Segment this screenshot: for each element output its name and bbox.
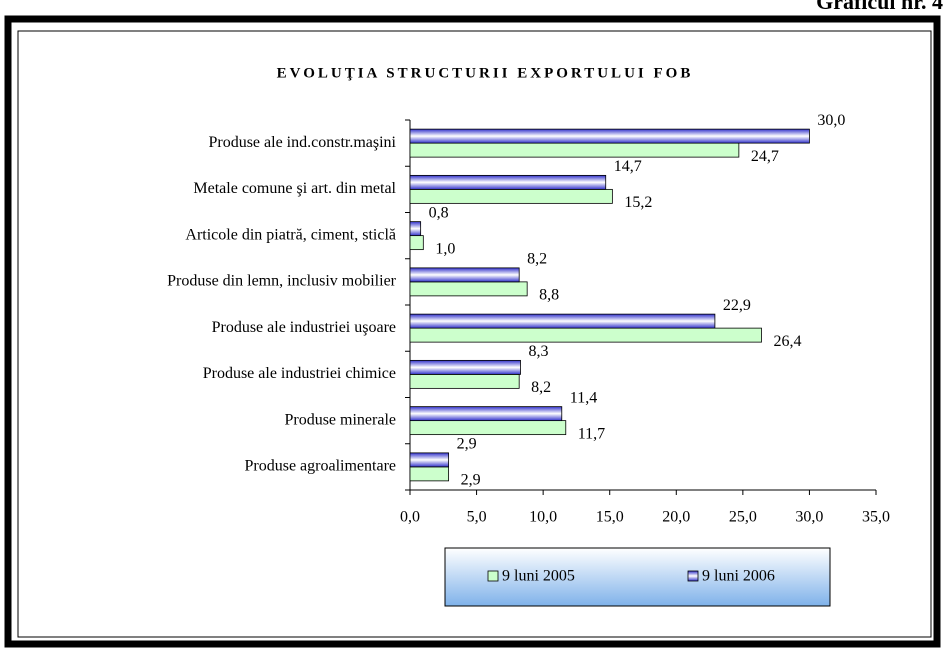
legend-swatch — [487, 570, 499, 582]
value-label: 1,0 — [435, 240, 455, 257]
bar — [409, 420, 567, 436]
bar — [409, 267, 520, 283]
value-label: 8,8 — [539, 287, 559, 304]
value-label: 8,2 — [531, 379, 551, 396]
x-tick-label: 35,0 — [862, 509, 890, 526]
bar — [409, 142, 740, 158]
legend-label: 9 luni 2005 — [502, 568, 575, 585]
bar — [409, 174, 607, 190]
category-label: Produse din lemn, inclusiv mobilier — [167, 273, 397, 290]
x-tick-label: 30,0 — [795, 509, 823, 526]
value-label: 8,3 — [529, 343, 549, 360]
category-label: Produse agroalimentare — [245, 458, 397, 475]
bar — [409, 221, 422, 237]
x-tick-label: 5,0 — [467, 509, 487, 526]
x-tick-label: 10,0 — [529, 509, 557, 526]
bar — [409, 313, 716, 329]
x-tick-label: 0,0 — [400, 509, 420, 526]
value-label: 24,7 — [751, 148, 779, 165]
chart-title: EVOLUŢIA STRUCTURII EXPORTULUI FOB — [277, 65, 694, 81]
bar — [409, 359, 521, 375]
value-label: 11,7 — [578, 425, 605, 442]
legend-swatch — [687, 570, 699, 582]
bar — [409, 466, 450, 482]
category-label: Produse ale industriei uşoare — [212, 319, 396, 336]
value-label: 2,9 — [461, 472, 481, 489]
bar — [409, 373, 520, 389]
legend-box — [444, 547, 831, 607]
category-label: Metale comune şi art. din metal — [193, 180, 396, 197]
category-label: Produse ale industriei chimice — [203, 365, 396, 382]
value-label: 30,0 — [817, 112, 845, 129]
legend-label: 9 luni 2006 — [702, 568, 775, 585]
category-label: Produse minerale — [284, 411, 396, 428]
value-label: 11,4 — [570, 389, 597, 406]
header: Graficul nr. 4 — [816, 0, 943, 14]
x-tick-label: 15,0 — [596, 509, 624, 526]
bar — [409, 235, 424, 251]
frame — [4, 15, 941, 648]
x-tick-label: 20,0 — [662, 509, 690, 526]
inner-frame — [17, 30, 932, 638]
value-label: 8,2 — [527, 251, 547, 268]
bar — [409, 128, 810, 144]
bar — [409, 406, 563, 422]
value-label: 15,2 — [624, 194, 652, 211]
category-label: Articole din piatră, ciment, sticlă — [185, 226, 396, 243]
bar — [409, 281, 528, 297]
x-tick-label: 25,0 — [729, 509, 757, 526]
bar — [409, 452, 450, 468]
value-label: 2,9 — [457, 436, 477, 453]
bar — [409, 188, 613, 204]
value-label: 26,4 — [773, 333, 801, 350]
value-label: 0,8 — [429, 204, 449, 221]
value-label: 14,7 — [614, 158, 642, 175]
bar — [409, 327, 762, 343]
value-label: 22,9 — [723, 297, 751, 314]
category-label: Produse ale ind.constr.maşini — [208, 134, 396, 151]
